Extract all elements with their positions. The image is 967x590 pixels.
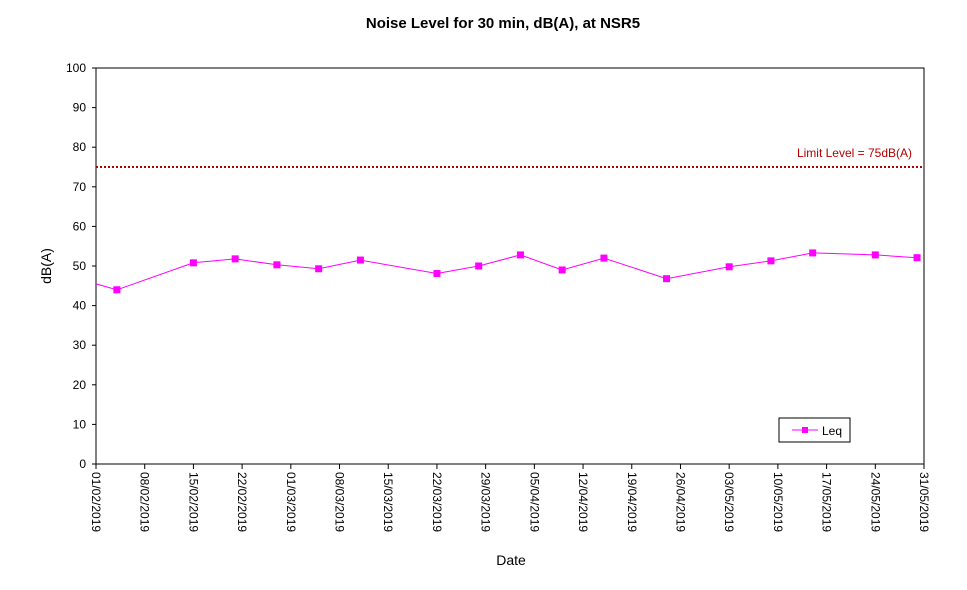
x-tick-label: 26/04/2019 <box>673 472 687 532</box>
data-point <box>913 254 921 262</box>
data-point <box>558 266 566 274</box>
x-tick-label: 05/04/2019 <box>527 472 541 532</box>
data-point <box>113 286 121 294</box>
data-point <box>600 254 608 262</box>
x-tick-label: 08/03/2019 <box>333 472 347 532</box>
x-tick-label: 19/04/2019 <box>625 472 639 532</box>
data-point <box>433 270 441 278</box>
x-tick-label: 15/02/2019 <box>186 472 200 532</box>
legend-label: Leq <box>822 424 842 438</box>
series-leq <box>96 249 921 294</box>
x-axis: 01/02/2019 08/02/2019 15/02/2019 22/02/2019… <box>89 464 931 532</box>
data-point <box>273 261 281 269</box>
x-tick-label: 01/02/2019 <box>89 472 103 532</box>
x-tick-label: 12/04/2019 <box>576 472 590 532</box>
data-point <box>725 263 733 271</box>
x-tick-label: 10/05/2019 <box>771 472 785 532</box>
chart-title: Noise Level for 30 min, dB(A), at NSR5 <box>366 15 640 32</box>
y-tick-label: 0 <box>79 457 86 471</box>
y-tick-label: 90 <box>73 101 87 115</box>
data-point <box>315 265 323 273</box>
y-tick-label: 100 <box>66 61 86 75</box>
data-point <box>809 249 817 257</box>
data-point <box>663 275 671 283</box>
y-tick-label: 80 <box>73 140 87 154</box>
y-tick-label: 20 <box>73 378 87 392</box>
reference-lines: Limit Level = 75dB(A) <box>96 146 924 168</box>
x-tick-label: 17/05/2019 <box>820 472 834 532</box>
x-tick-label: 01/03/2019 <box>284 472 298 532</box>
data-point <box>189 259 197 267</box>
x-axis-label: Date <box>496 552 526 568</box>
data-point <box>475 262 483 270</box>
y-tick-label: 40 <box>73 299 87 313</box>
data-point <box>356 256 364 264</box>
x-tick-label: 03/05/2019 <box>722 472 736 532</box>
data-point <box>516 251 524 259</box>
series-line <box>96 252 918 291</box>
data-point <box>767 257 775 265</box>
y-tick-label: 30 <box>73 338 87 352</box>
y-axis-label: dB(A) <box>38 248 54 284</box>
x-tick-label: 29/03/2019 <box>479 472 493 532</box>
data-point <box>231 255 239 263</box>
y-tick-label: 70 <box>73 180 87 194</box>
limit-label: Limit Level = 75dB(A) <box>797 146 912 160</box>
y-tick-label: 50 <box>73 259 87 273</box>
x-tick-label: 15/03/2019 <box>381 472 395 532</box>
y-axis: 0 10 20 30 40 50 60 70 80 90 100 <box>66 61 96 471</box>
y-tick-label: 10 <box>73 417 87 431</box>
x-tick-label: 22/02/2019 <box>235 472 249 532</box>
y-tick-label: 60 <box>73 219 87 233</box>
x-tick-label: 24/05/2019 <box>868 472 882 532</box>
x-tick-label: 31/05/2019 <box>917 472 931 532</box>
x-tick-label: 08/02/2019 <box>138 472 152 532</box>
x-tick-label: 22/03/2019 <box>430 472 444 532</box>
legend-marker <box>802 427 808 433</box>
data-point <box>871 251 879 259</box>
legend: Leq <box>778 417 851 443</box>
plot-area <box>95 67 925 465</box>
